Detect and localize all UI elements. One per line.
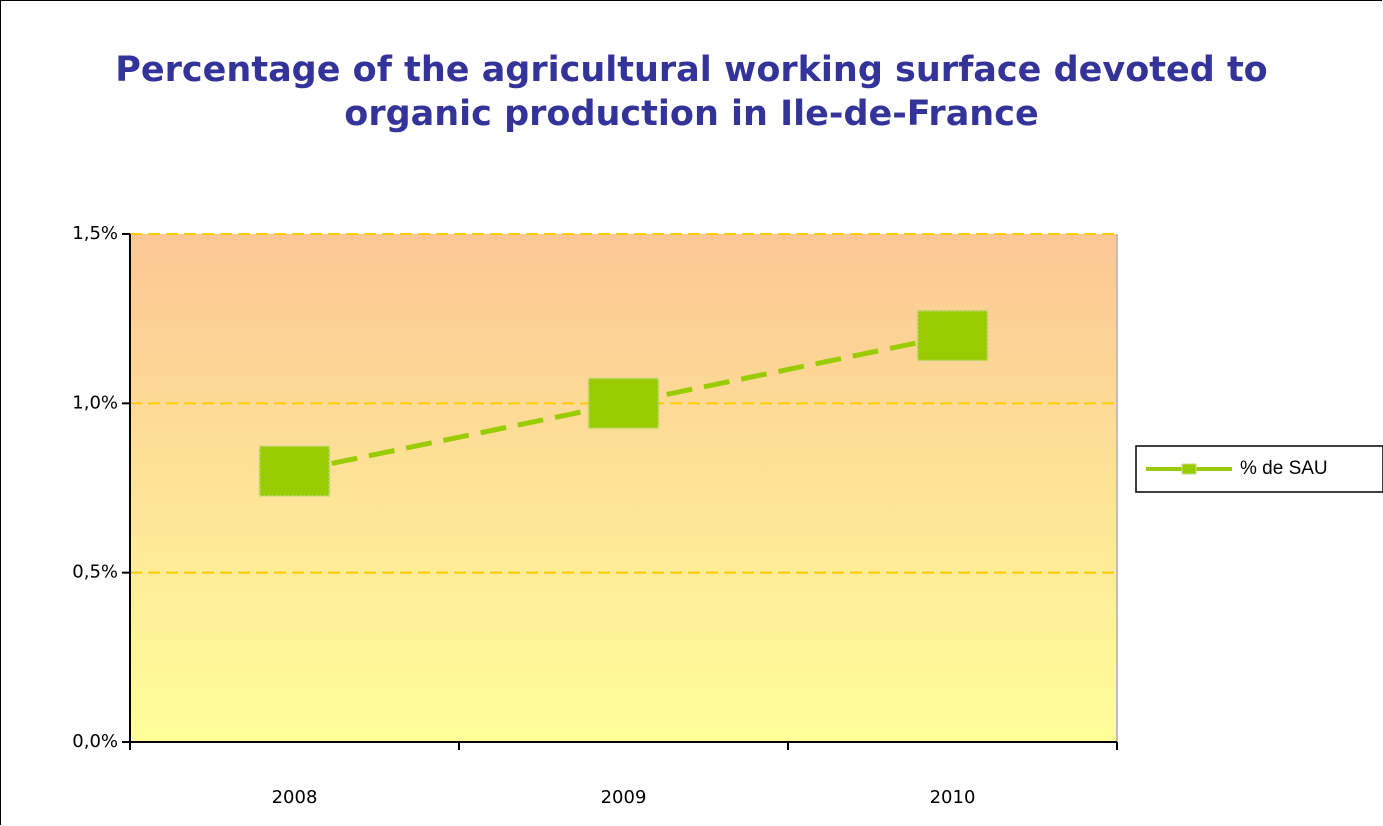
x-tick-label: 2009 <box>601 787 647 808</box>
marker <box>916 309 989 362</box>
x-tick-label: 2010 <box>930 787 976 808</box>
marker <box>258 445 331 498</box>
chart-title: Percentage of the agricultural working s… <box>115 50 1268 134</box>
y-tick-label: 1,5% <box>72 223 118 244</box>
marker <box>587 377 660 430</box>
y-tick-label: 1,0% <box>72 392 118 413</box>
y-tick-label: 0,0% <box>72 731 118 752</box>
x-tick-label: 2008 <box>272 787 318 808</box>
y-tick-label: 0,5% <box>72 562 118 583</box>
legend-marker <box>1181 463 1197 475</box>
legend-text: % de SAU <box>1240 458 1328 479</box>
